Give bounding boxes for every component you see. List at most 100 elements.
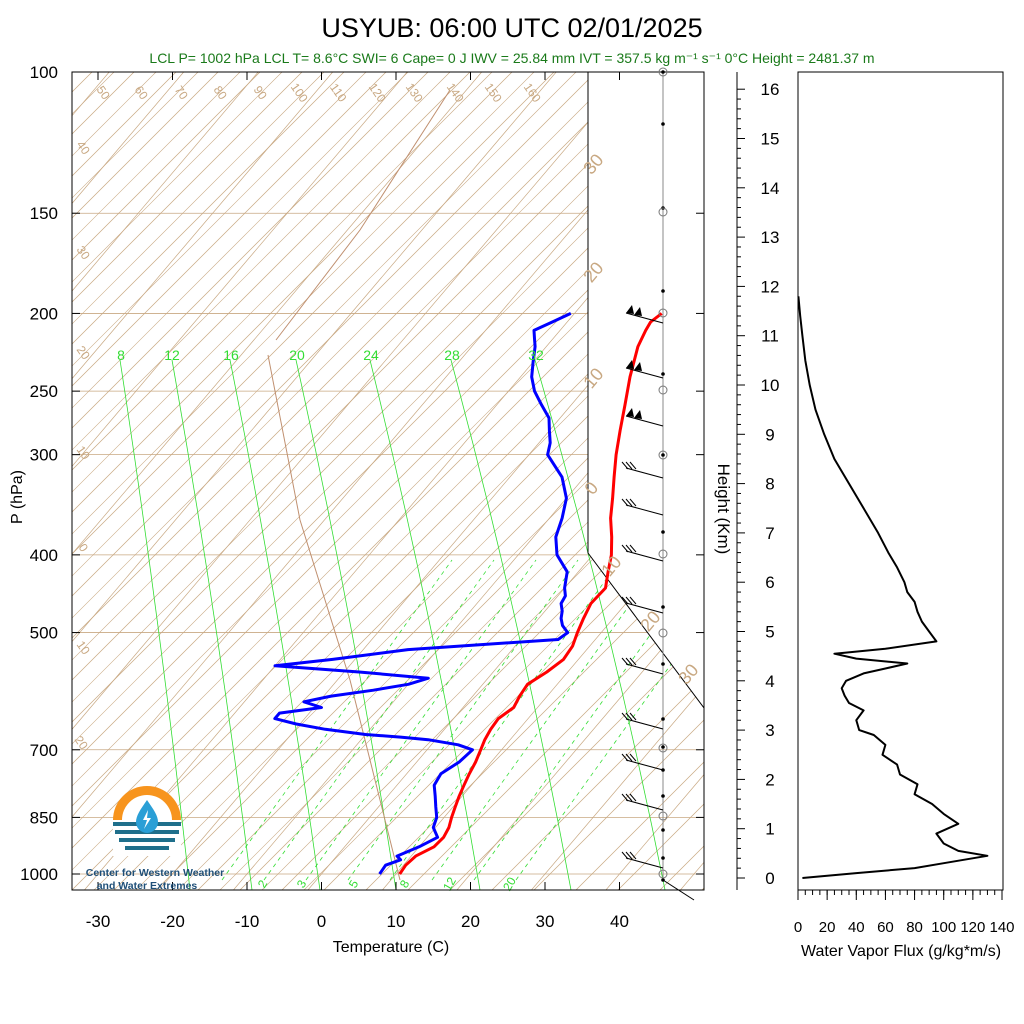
x-tick-label: -20 — [160, 912, 185, 931]
wind-barb-feather — [621, 498, 629, 507]
x-tick-label: 30 — [536, 912, 555, 931]
mixing-ratio-line — [369, 359, 481, 890]
flux-x-tick-label: 40 — [848, 919, 865, 936]
dry-adiabat-line — [281, 467, 704, 890]
wind-barb-feather — [629, 657, 637, 666]
moist-adiabat-line — [72, 195, 704, 829]
isotherm-line — [456, 598, 704, 890]
moist-adiabat-label: 10 — [74, 443, 93, 462]
isotherm-line — [72, 72, 408, 467]
dry-adiabat-line — [72, 72, 471, 471]
wind-barb — [625, 799, 664, 811]
moist-adiabat-line — [72, 72, 325, 325]
mixing-ratio-label: 12 — [164, 347, 180, 363]
wind-level-dot — [661, 856, 665, 860]
dry-adiabat-line — [72, 72, 303, 303]
y-tick-label: 200 — [30, 304, 58, 323]
y-tick-label: 500 — [30, 624, 58, 643]
isotherm-line — [381, 511, 704, 890]
moist-adiabat-label: 20 — [74, 343, 93, 362]
y-tick-label: 250 — [30, 382, 58, 401]
wind-barb — [625, 718, 664, 730]
height-tick-label: 5 — [765, 623, 774, 642]
x-tick-label: 40 — [610, 912, 629, 931]
y-tick-label: 400 — [30, 546, 58, 565]
wind-barb-feather — [625, 712, 633, 721]
skewt-x-axis-title: Temperature (C) — [333, 939, 449, 956]
dry-adiabat-line — [701, 887, 704, 890]
dry-adiabat-line — [323, 509, 704, 890]
flux-profile — [797, 296, 989, 879]
mixing-ratio-line — [450, 359, 572, 890]
wind-barb-feather — [621, 712, 629, 721]
wind-barb-feather — [629, 544, 637, 553]
dry-adiabat-line — [870, 0, 1024, 890]
dry-adiabat-line — [828, 0, 1024, 890]
skewt-background-lines — [72, 0, 1024, 890]
dry-adiabat-line — [72, 173, 704, 807]
wind-barb-feather — [621, 596, 629, 605]
water-vapor-flux-line — [797, 296, 989, 879]
wind-level-ring — [658, 308, 668, 318]
dry-adiabat-line — [72, 257, 704, 890]
skewt-y-axis-title: P (hPa) — [9, 470, 26, 524]
wind-barb-feather — [625, 461, 633, 470]
wind-barb-feather — [621, 544, 629, 553]
flux-x-tick-label: 80 — [906, 919, 923, 936]
wind-level-ring — [658, 869, 668, 879]
mixing-ratio-label: 16 — [223, 347, 239, 363]
moist-adiabat-line — [72, 72, 619, 619]
height-tick-label: 10 — [761, 376, 780, 395]
wind-level-dot — [661, 662, 665, 666]
isotherm-line — [72, 72, 259, 292]
dry-adiabat-line — [72, 72, 219, 219]
moist-adiabat-line — [72, 72, 661, 661]
wind-level-dot — [661, 372, 665, 376]
wind-barb — [625, 367, 664, 379]
mixing-ratio-label: 3 — [294, 877, 310, 890]
wind-level-ring — [658, 549, 668, 559]
x-tick-label: -10 — [235, 912, 260, 931]
mixing-ratio-label: 8 — [397, 877, 413, 890]
moist-adiabat-line — [72, 72, 577, 577]
wind-level-dot — [661, 605, 665, 609]
chart-title: USYUB: 06:00 UTC 02/01/2025 — [321, 13, 702, 43]
height-tick-label: 12 — [761, 277, 780, 296]
wind-level-ring — [658, 385, 668, 395]
moist-adiabat-line — [72, 72, 535, 535]
lcl-parcel-line — [267, 354, 401, 881]
wind-level-ring — [658, 450, 668, 460]
isotherm-line — [72, 72, 184, 204]
moist-adiabat-line — [72, 72, 367, 367]
wind-barb-feather — [625, 544, 633, 553]
height-tick-label: 16 — [761, 80, 780, 99]
height-tick-label: 9 — [765, 425, 774, 444]
height-tick-label: 8 — [765, 475, 774, 494]
isotherm-line — [72, 72, 482, 555]
wind-barb-feather — [629, 596, 637, 605]
dry-adiabat-line — [72, 72, 177, 177]
dry-adiabat-line — [72, 72, 261, 261]
isotherm-line — [530, 686, 704, 890]
wind-level-dot — [661, 745, 665, 749]
wind-barb-feather — [625, 753, 633, 762]
moist-adiabat-line — [72, 72, 199, 199]
wind-level-ring — [658, 67, 668, 77]
mixing-ratio-label: 8 — [117, 347, 125, 363]
wind-level-ring — [658, 811, 668, 821]
dry-adiabat-line — [72, 72, 345, 345]
height-tick-label: 4 — [765, 672, 774, 691]
flux-y-axis-title: Height (Km) — [714, 464, 733, 555]
height-tick-label: 3 — [765, 721, 774, 740]
moist-adiabat-label: 40 — [74, 138, 93, 157]
wind-profile — [621, 67, 695, 901]
temperature-profile-line — [398, 312, 663, 875]
moist-adiabat-line — [177, 363, 704, 890]
isotherm-line — [232, 335, 704, 890]
y-tick-label: 300 — [30, 446, 58, 465]
wind-level-dot — [661, 717, 665, 721]
moist-adiabat-label: 0 — [76, 541, 91, 555]
wind-level-dot — [661, 70, 665, 74]
